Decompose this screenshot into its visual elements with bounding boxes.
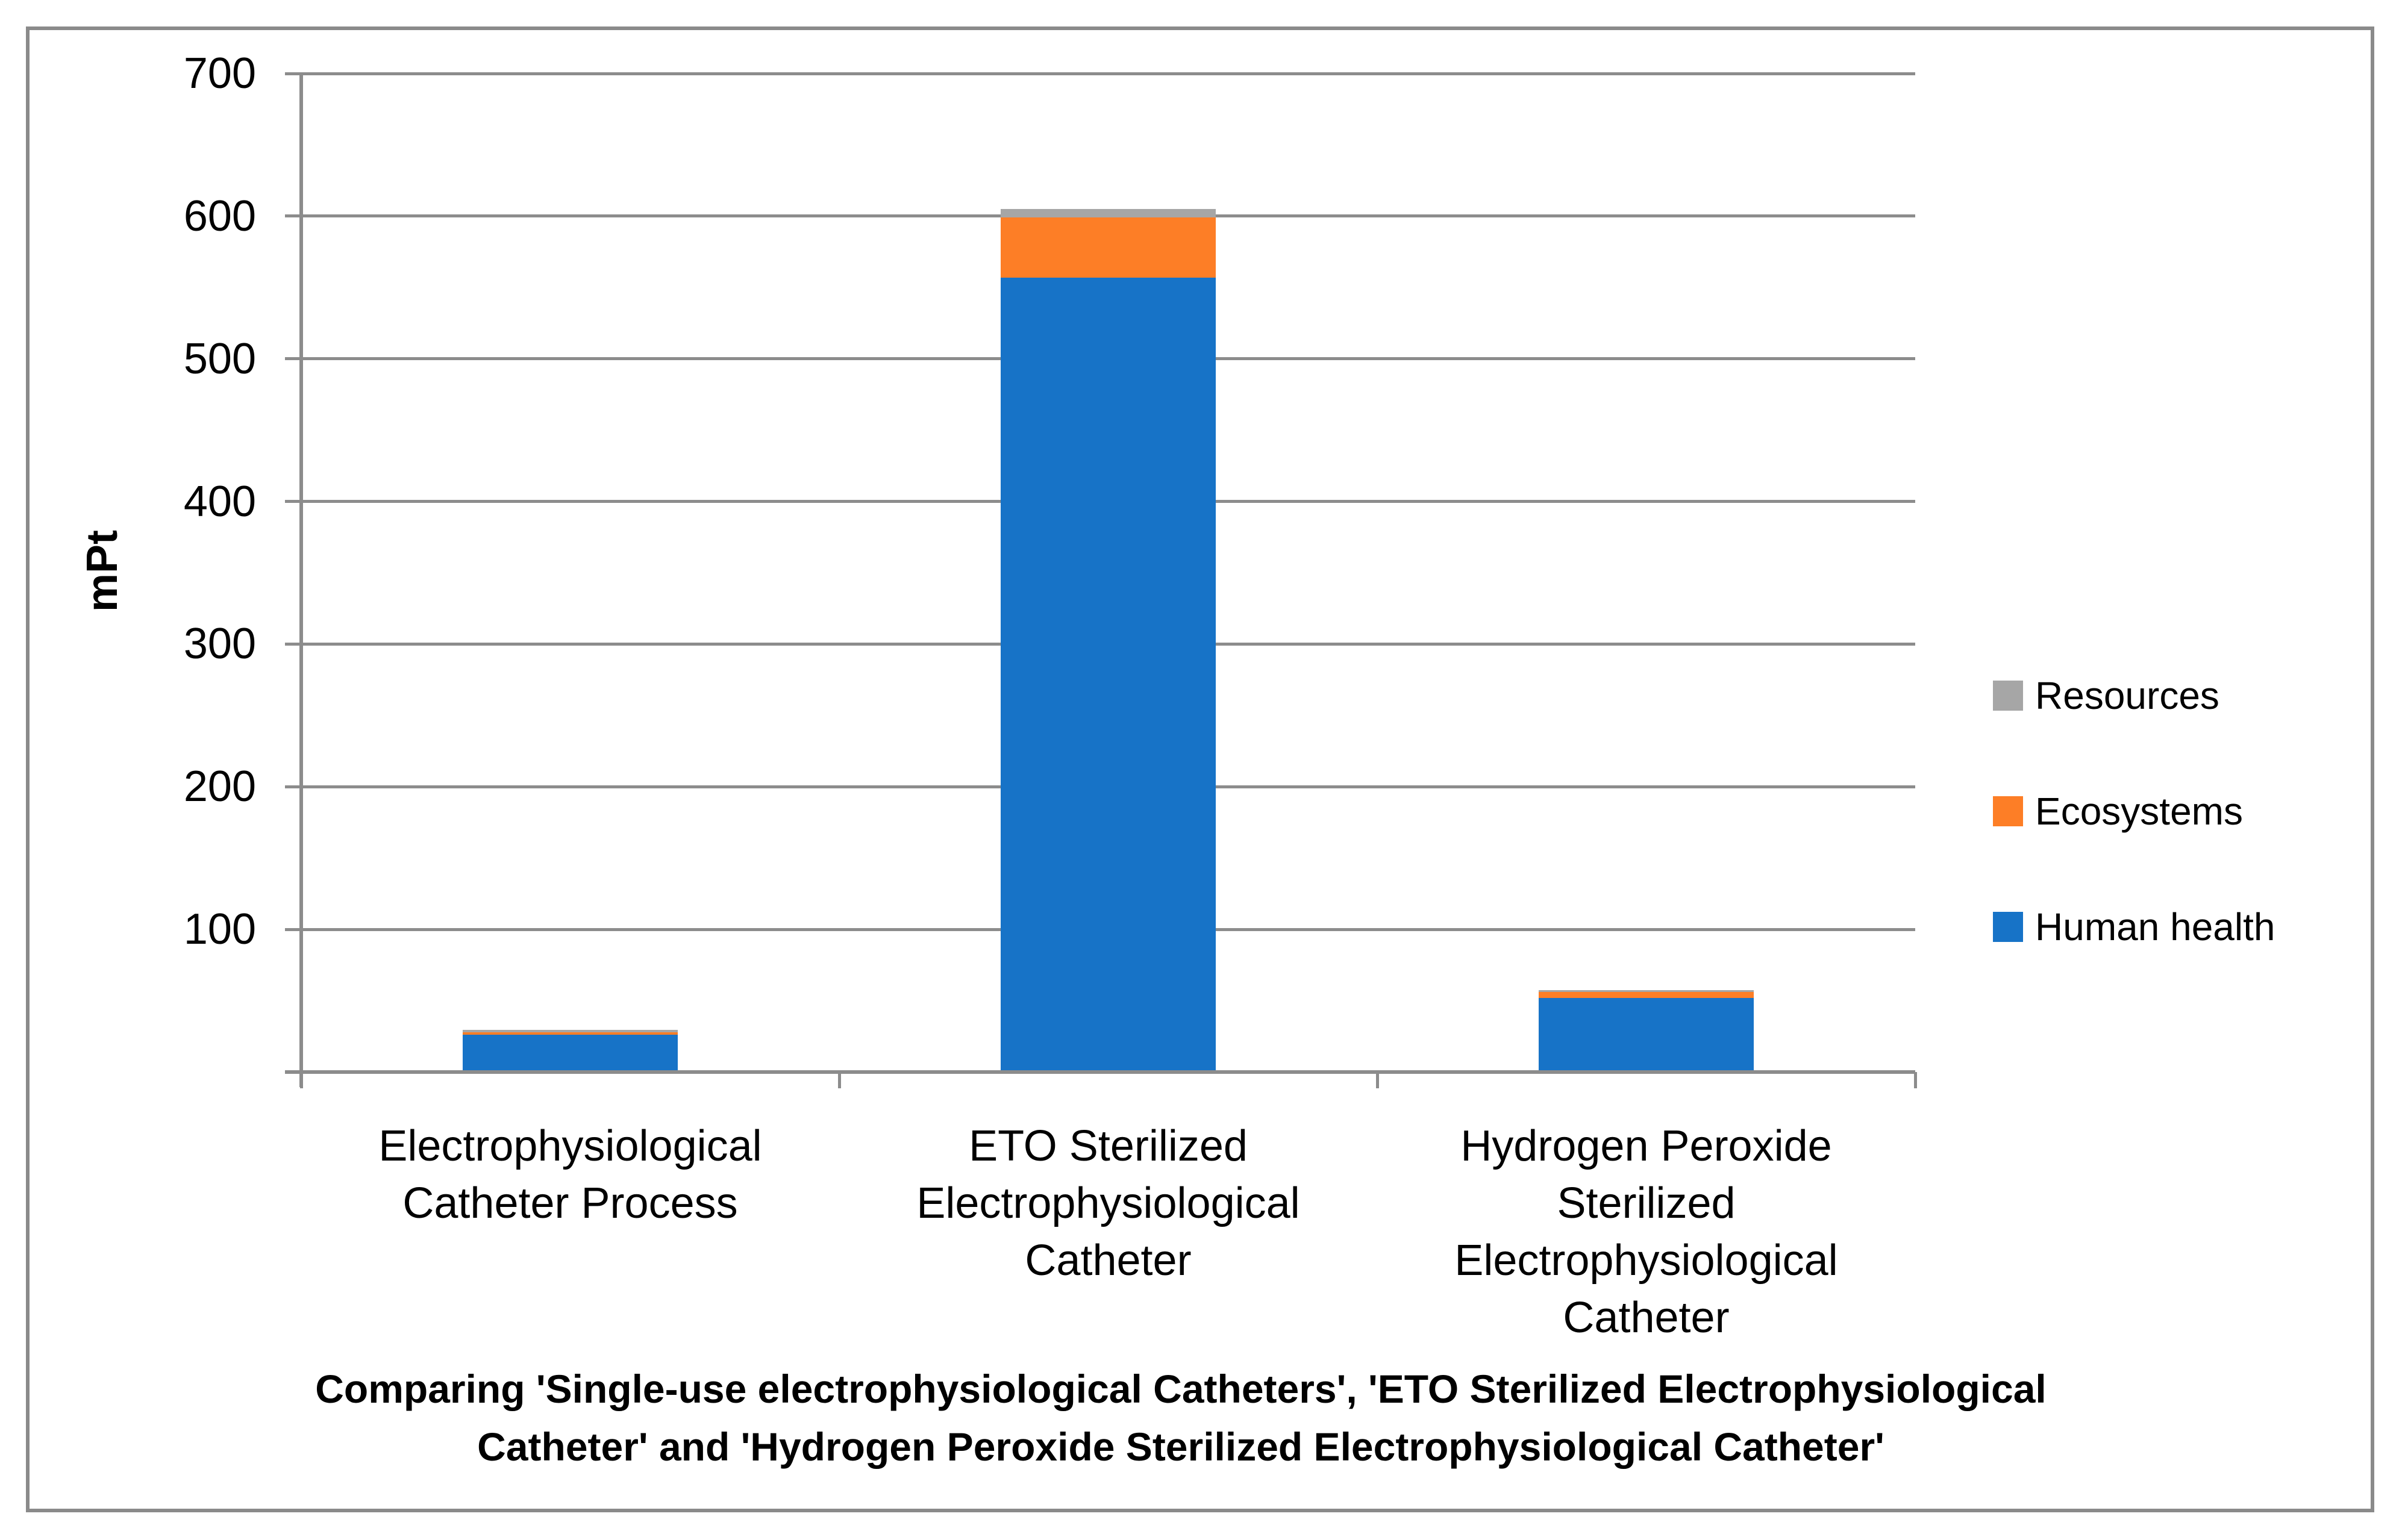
y-axis-line (299, 73, 303, 1087)
y-tick-label: 500 (183, 334, 256, 383)
category-label-line: Catheter (1025, 1236, 1192, 1285)
chart-title-line-1: Comparing 'Single-use electrophysiologic… (315, 1367, 2047, 1411)
y-tick-label: 700 (183, 49, 256, 98)
chart-border (26, 26, 2374, 1512)
bar-segment-human-health (1001, 277, 1216, 1072)
category-label-line: Hydrogen Peroxide (1460, 1122, 1832, 1170)
y-tick-mark (285, 500, 301, 503)
y-tick-label: 600 (183, 192, 256, 240)
x-tick-mark (1375, 1072, 1379, 1088)
chart-title-line-2: Catheter' and 'Hydrogen Peroxide Sterili… (477, 1424, 1884, 1469)
legend-item-resources: Resources (1993, 674, 2275, 717)
category-label: Hydrogen Peroxide Sterilized Electrophysio… (1377, 1118, 1915, 1347)
bar-segment-resources (1539, 990, 1754, 993)
bar-segment-ecosystems (1001, 217, 1216, 278)
y-axis-title-text: mPt (78, 529, 127, 613)
gridline (301, 72, 1915, 75)
y-tick-mark (285, 72, 301, 75)
bar-segment-ecosystems (463, 1032, 678, 1035)
y-tick-label: 200 (183, 762, 256, 811)
x-tick-mark (299, 1072, 303, 1088)
legend-swatch (1993, 796, 2023, 826)
y-tick-label: 300 (183, 620, 256, 669)
legend: Resources Ecosystems Human health (1993, 674, 2275, 1021)
bar-segment-ecosystems (1539, 992, 1754, 998)
category-label: Electrophysiological Catheter Process (301, 1118, 839, 1232)
chart-title: Comparing 'Single-use electrophysiologic… (277, 1360, 2084, 1476)
bar-segment-human-health (463, 1035, 678, 1072)
bar-segment-resources (1001, 209, 1216, 218)
y-tick-label: 100 (183, 905, 256, 954)
category-label: ETO Sterilized Electrophysiological Cathet… (839, 1118, 1377, 1289)
y-tick-mark (285, 357, 301, 361)
category-label-line: Sterilized (1557, 1179, 1736, 1227)
legend-item-human-health: Human health (1993, 905, 2275, 949)
legend-swatch (1993, 912, 2023, 942)
legend-swatch (1993, 681, 2023, 711)
category-label-line: Catheter (1563, 1294, 1730, 1342)
x-axis-line (285, 1070, 1915, 1074)
x-tick-mark (1913, 1072, 1917, 1088)
y-tick-mark (285, 214, 301, 218)
category-label-line: Catheter Process (402, 1179, 738, 1227)
y-tick-mark (285, 927, 301, 931)
legend-label: Resources (2035, 674, 2219, 717)
legend-label: Ecosystems (2035, 790, 2243, 833)
bar-segment-human-health (1539, 997, 1754, 1072)
legend-item-ecosystems: Ecosystems (1993, 790, 2275, 833)
y-tick-mark (285, 642, 301, 646)
x-tick-mark (837, 1072, 841, 1088)
category-label-line: ETO Sterilized (969, 1122, 1248, 1170)
bar-segment-resources (463, 1030, 678, 1032)
category-label-line: Electrophysiological (378, 1122, 762, 1170)
y-tick-label: 400 (183, 477, 256, 526)
category-label-line: Electrophysiological (1454, 1236, 1838, 1285)
legend-label: Human health (2035, 905, 2275, 949)
category-label-line: Electrophysiological (916, 1179, 1300, 1227)
y-tick-mark (285, 785, 301, 788)
